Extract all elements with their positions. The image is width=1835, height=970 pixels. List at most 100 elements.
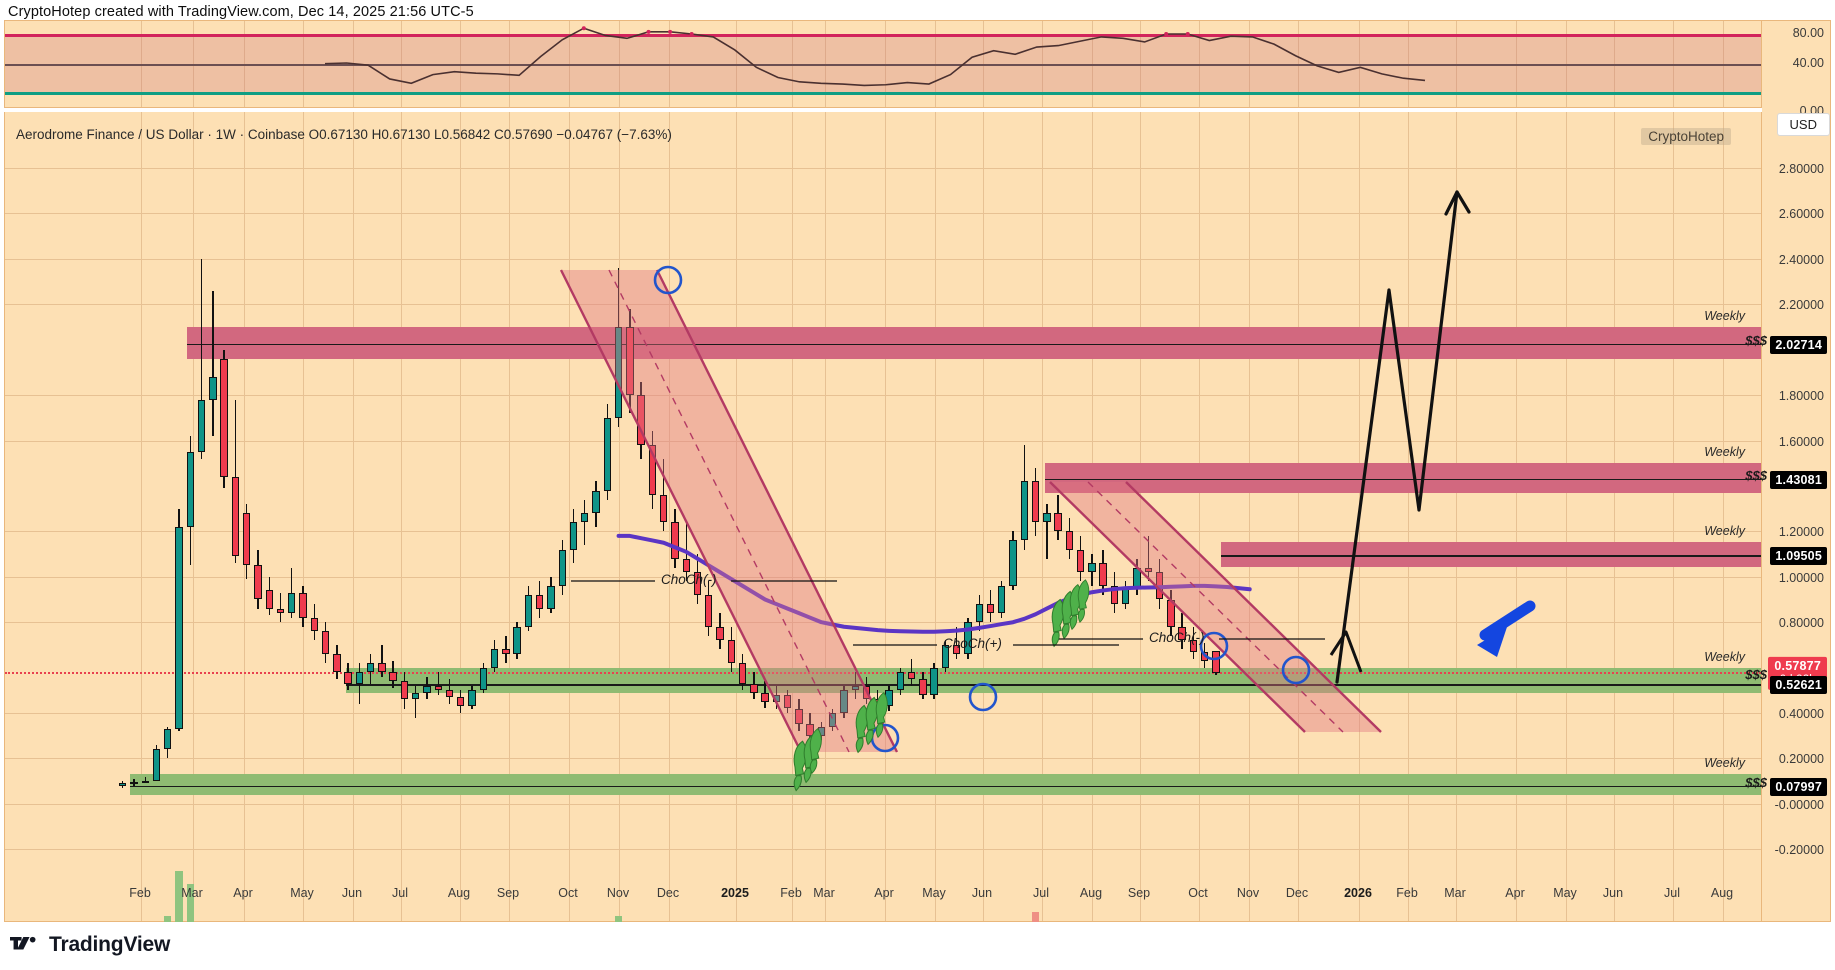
candle-body[interactable] (952, 644, 961, 654)
candle-body[interactable] (1178, 626, 1186, 641)
candle-body[interactable] (1212, 651, 1220, 673)
candle-body[interactable] (964, 622, 972, 654)
level-price-label[interactable]: 0.07997 (1770, 777, 1827, 796)
choch-label[interactable]: ChoCh(-) (1149, 630, 1205, 645)
level-price-label[interactable]: 0.52621 (1770, 676, 1827, 695)
candle-body[interactable] (682, 558, 690, 573)
tradingview-logo[interactable]: TradingView (10, 933, 170, 957)
candle-body[interactable] (321, 631, 330, 654)
zone-supply-1.09505[interactable] (1221, 541, 1761, 567)
marker-circle[interactable] (653, 265, 683, 295)
candle-body[interactable] (288, 592, 296, 614)
level-price-label[interactable]: 1.43081 (1770, 470, 1827, 489)
candle-body[interactable] (626, 327, 634, 396)
candle-body[interactable] (1088, 563, 1096, 573)
candle-body[interactable] (242, 513, 251, 566)
candle-body[interactable] (795, 708, 803, 725)
candle-body[interactable] (547, 585, 555, 609)
candle-body[interactable] (186, 451, 194, 527)
candle-body[interactable] (1020, 481, 1028, 541)
candle-body[interactable] (197, 399, 206, 452)
candle-body[interactable] (220, 358, 228, 477)
symbol-legend[interactable]: Aerodrome Finance / US Dollar · 1W · Coi… (16, 127, 672, 142)
candle-body[interactable] (164, 728, 172, 750)
candle-body[interactable] (378, 663, 386, 673)
candle-body[interactable] (299, 592, 307, 618)
candle-body[interactable] (1009, 540, 1017, 586)
candle-body[interactable] (130, 782, 138, 785)
marker-circle[interactable] (968, 682, 998, 712)
candle-body[interactable] (457, 697, 465, 707)
candle-body[interactable] (941, 644, 950, 668)
candle-body[interactable] (479, 667, 488, 691)
candle-body[interactable] (524, 594, 533, 627)
candle-body[interactable] (412, 692, 420, 700)
candle-body[interactable] (119, 783, 127, 786)
candle-body[interactable] (1031, 481, 1040, 523)
candle-body[interactable] (355, 672, 364, 684)
candle-body[interactable] (693, 572, 702, 595)
currency-badge[interactable]: USD (1776, 113, 1830, 136)
candle-body[interactable] (423, 685, 431, 693)
candle-body[interactable] (502, 649, 510, 654)
candle-body[interactable] (569, 522, 578, 550)
candle-body[interactable] (738, 663, 747, 684)
candle-body[interactable] (750, 683, 758, 693)
choch-label[interactable]: ChoCh(+) (943, 636, 1002, 651)
price-projection-path[interactable] (1335, 190, 1459, 684)
candle-body[interactable] (468, 690, 476, 707)
candle-body[interactable] (705, 594, 713, 627)
candle-body[interactable] (1054, 513, 1062, 532)
candle-body[interactable] (434, 685, 442, 691)
candle-body[interactable] (648, 445, 657, 496)
candle-body[interactable] (231, 476, 240, 557)
zone-supply-1.43081[interactable] (1045, 463, 1761, 493)
candle-body[interactable] (783, 694, 792, 709)
zone-demand-0.07997[interactable] (130, 773, 1761, 795)
candle-body[interactable] (558, 549, 566, 586)
candle-body[interactable] (671, 522, 679, 559)
candle-body[interactable] (716, 626, 724, 641)
candle-body[interactable] (761, 692, 769, 702)
candle-body[interactable] (1043, 513, 1051, 523)
candle-body[interactable] (986, 604, 995, 614)
candle-body[interactable] (603, 417, 611, 491)
candle-body[interactable] (1076, 549, 1085, 573)
candle-body[interactable] (1144, 567, 1152, 573)
candle-body[interactable] (829, 713, 837, 727)
candle-body[interactable] (919, 678, 927, 695)
choch-label[interactable]: ChoCh(-) (661, 572, 717, 587)
candle-body[interactable] (975, 604, 983, 623)
candle-body[interactable] (535, 594, 544, 609)
descending-channel-1[interactable] (559, 269, 899, 753)
candle-body[interactable] (344, 672, 352, 684)
marker-circle[interactable] (1281, 655, 1311, 685)
zone-supply-2.02714[interactable] (187, 327, 1761, 359)
candle-body[interactable] (333, 654, 341, 673)
time-axis[interactable]: Feb Mar Apr May Jun Jul Aug Sep Oct Nov Dec 2025 Feb… (4, 880, 1762, 908)
candle-body[interactable] (998, 585, 1006, 614)
candle-body[interactable] (175, 526, 183, 729)
candle-body[interactable] (840, 690, 848, 714)
zone-demand-0.52621[interactable] (346, 668, 1761, 694)
candle-body[interactable] (400, 681, 409, 700)
candle-body[interactable] (152, 749, 161, 782)
price-pane[interactable]: Weekly Weekly Weekly Weekly Weekly ChoCh(-) C… (4, 112, 1762, 970)
candle-body[interactable] (1065, 531, 1074, 550)
candle-body[interactable] (1110, 585, 1119, 605)
candle-body[interactable] (592, 490, 600, 514)
candle-body[interactable] (310, 617, 318, 632)
candle-body[interactable] (930, 667, 938, 695)
candle-body[interactable] (209, 376, 217, 400)
candle-body[interactable] (896, 672, 905, 691)
candle-body[interactable] (513, 626, 521, 654)
candle-body[interactable] (806, 724, 814, 736)
candle-body[interactable] (141, 781, 149, 784)
marker-circle[interactable] (1199, 631, 1229, 661)
candle-body[interactable] (366, 663, 375, 673)
candle-body[interactable] (907, 672, 916, 679)
level-price-label[interactable]: 2.02714 (1770, 335, 1827, 354)
candle-body[interactable] (265, 590, 273, 609)
candle-body[interactable] (490, 649, 499, 668)
candle-body[interactable] (445, 690, 454, 698)
